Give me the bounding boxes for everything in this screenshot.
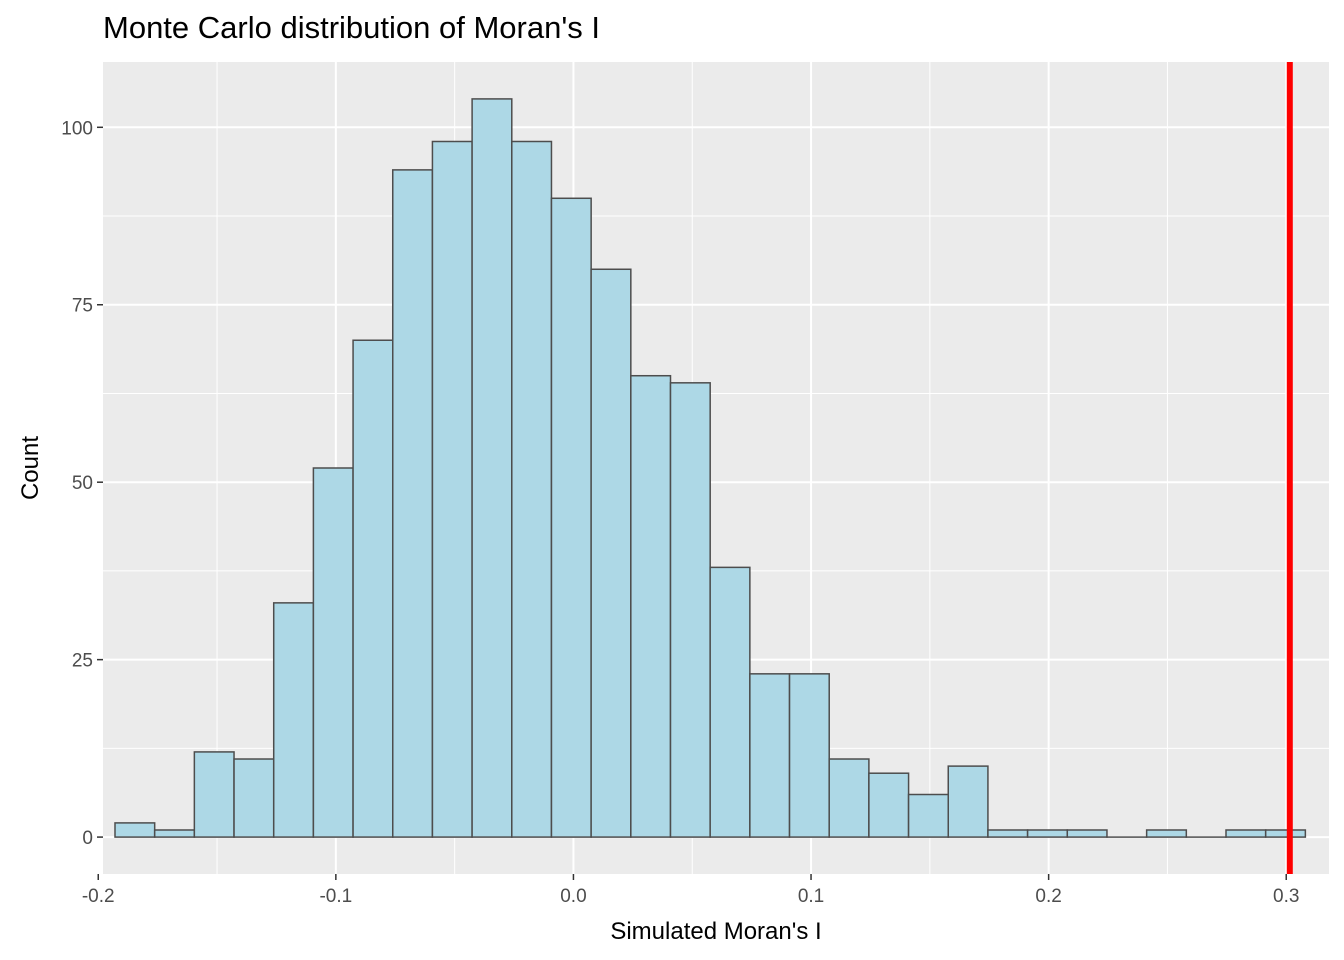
- histogram-bar: [1026, 829, 1069, 838]
- histogram-bar: [272, 602, 315, 838]
- x-tick-label: -0.1: [319, 886, 352, 907]
- x-axis-title: Simulated Moran's I: [610, 918, 821, 945]
- histogram-bar: [511, 140, 553, 838]
- histogram-bar: [233, 758, 275, 838]
- histogram-bar: [1225, 829, 1267, 838]
- histogram-bar: [550, 197, 592, 838]
- histogram-bar: [431, 140, 473, 838]
- x-tick-label: 0.2: [1035, 886, 1061, 907]
- histogram-bar: [907, 793, 950, 838]
- histogram-bar: [391, 169, 434, 838]
- y-tick-label: 25: [72, 651, 93, 672]
- x-tick-label: 0.3: [1273, 886, 1299, 907]
- histogram-bar: [590, 268, 632, 838]
- histogram-bar: [749, 673, 791, 838]
- histogram-bar: [471, 98, 513, 838]
- chart-title: Monte Carlo distribution of Moran's I: [103, 10, 600, 45]
- y-tick-label: 100: [61, 118, 93, 139]
- y-axis: 0 25 50 75 100: [61, 118, 103, 849]
- y-tick-label: 0: [82, 828, 93, 849]
- x-tick-label: 0.0: [560, 886, 586, 907]
- histogram-bar: [947, 765, 989, 838]
- y-tick-label: 50: [72, 473, 93, 494]
- histogram-bar: [828, 758, 870, 838]
- histogram-bar: [312, 467, 354, 838]
- histogram-bar: [114, 822, 156, 838]
- histogram-bar: [352, 339, 394, 838]
- histogram-bar: [709, 566, 751, 838]
- histogram-bar: [193, 751, 235, 838]
- x-tick-label: 0.1: [798, 886, 824, 907]
- histogram-bar: [1066, 829, 1108, 838]
- histogram-bar: [868, 772, 910, 838]
- histogram-bar: [1145, 829, 1188, 838]
- y-axis-title: Count: [17, 436, 44, 500]
- histogram-bar: [153, 829, 196, 838]
- histogram-bar: [669, 382, 711, 838]
- histogram-bar: [788, 673, 830, 838]
- histogram-bar: [987, 829, 1029, 838]
- x-axis: -0.2 -0.1 0.0 0.1 0.2 0.3: [82, 874, 1299, 907]
- histogram-bar: [1264, 829, 1307, 838]
- histogram-bars: [114, 98, 1307, 838]
- histogram-bar: [630, 374, 672, 838]
- y-tick-label: 75: [72, 296, 93, 317]
- x-tick-label: -0.2: [82, 886, 115, 907]
